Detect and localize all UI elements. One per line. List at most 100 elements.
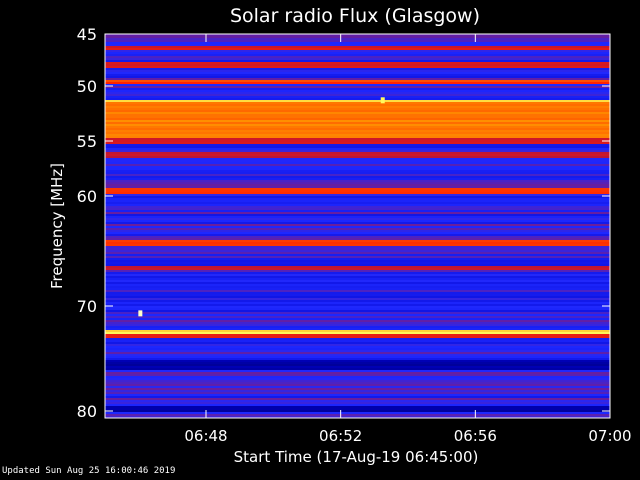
y-tick-label: 55 xyxy=(77,132,97,151)
spectrogram-row xyxy=(105,296,610,298)
spectrogram-row xyxy=(105,132,610,134)
spectrogram-row xyxy=(105,58,610,60)
spectrogram-row xyxy=(105,392,610,394)
spectrogram-row xyxy=(105,262,610,264)
y-tick-label: 70 xyxy=(77,297,97,316)
spectrogram-row xyxy=(105,338,610,340)
spectrogram-row xyxy=(105,322,610,324)
spectrogram-row xyxy=(105,406,610,408)
spectrogram-row xyxy=(105,120,610,122)
spectrogram-row xyxy=(105,258,610,260)
spectrogram-row xyxy=(105,180,610,182)
spectrogram-row xyxy=(105,40,610,42)
spectrogram-row xyxy=(105,288,610,290)
spectrogram-row xyxy=(105,102,610,104)
spectrogram-row xyxy=(105,72,610,74)
spectrogram-row xyxy=(105,194,610,196)
spectrogram-row xyxy=(105,240,610,242)
spectrogram-row xyxy=(105,90,610,92)
spectrogram-row xyxy=(105,50,610,52)
spectrogram-row xyxy=(105,160,610,162)
spectrogram-row xyxy=(105,142,610,144)
spectrogram-row xyxy=(105,324,610,326)
spectrogram-row xyxy=(105,124,610,126)
spectrogram-row xyxy=(105,158,610,160)
spectrogram-row xyxy=(105,74,610,76)
spectrogram-row xyxy=(105,360,610,362)
spectrogram-row xyxy=(105,222,610,224)
spectrogram-row xyxy=(105,60,610,62)
x-tick-label: 07:00 xyxy=(588,427,631,445)
spectrogram-row xyxy=(105,38,610,40)
spectrogram-row xyxy=(105,274,610,276)
spectrogram-row xyxy=(105,284,610,286)
spectrogram-row xyxy=(105,200,610,202)
spectrogram-row xyxy=(105,234,610,236)
spectrogram-row xyxy=(105,228,610,230)
spectrogram-row xyxy=(105,204,610,206)
spectrogram-row xyxy=(105,282,610,284)
spectrogram-row xyxy=(105,34,610,36)
spectrogram-row xyxy=(105,402,610,404)
spectrogram-row xyxy=(105,318,610,320)
chart-title: Solar radio Flux (Glasgow) xyxy=(230,5,480,27)
spectrogram-row xyxy=(105,44,610,46)
spectrogram-row xyxy=(105,184,610,186)
spectrogram-row xyxy=(105,232,610,234)
spectrogram-row xyxy=(105,334,610,336)
spectrogram-row xyxy=(105,54,610,56)
spectrogram-row xyxy=(105,332,610,334)
spectrogram-row xyxy=(105,328,610,330)
x-axis-label: Start Time (17-Aug-19 06:45:00) xyxy=(234,448,479,466)
spectrogram-row xyxy=(105,214,610,216)
spectrogram-row xyxy=(105,246,610,248)
spectrogram-row xyxy=(105,148,610,150)
burst-spot xyxy=(380,97,385,104)
spectrogram-row xyxy=(105,136,610,138)
spectrogram-row xyxy=(105,390,610,392)
spectrogram-row xyxy=(105,212,610,214)
spectrogram-row xyxy=(105,366,610,368)
spectrogram-row xyxy=(105,62,610,64)
spectrogram-row xyxy=(105,398,610,400)
spectrogram-row xyxy=(105,186,610,188)
spectrogram-row xyxy=(105,114,610,116)
spectrogram-row xyxy=(105,276,610,278)
y-tick-label: 45 xyxy=(77,25,97,44)
spectrogram-row xyxy=(105,356,610,358)
x-tick-label: 06:52 xyxy=(319,427,362,445)
spectrogram-row xyxy=(105,270,610,272)
spectrogram-row xyxy=(105,166,610,168)
spectrogram-row xyxy=(105,168,610,170)
spectrogram-row xyxy=(105,138,610,140)
y-tick-label: 80 xyxy=(77,402,97,421)
spectrogram-row xyxy=(105,66,610,68)
spectrogram-row xyxy=(105,224,610,226)
spectrogram-row xyxy=(105,170,610,172)
spectrogram-row xyxy=(105,182,610,184)
spectrogram-row xyxy=(105,252,610,254)
spectrogram-row xyxy=(105,140,610,142)
spectrogram-row xyxy=(105,298,610,300)
spectrogram-row xyxy=(105,36,610,38)
spectrogram-row xyxy=(105,230,610,232)
spectrogram-row xyxy=(105,82,610,84)
spectrogram-row xyxy=(105,314,610,316)
spectrogram-row xyxy=(105,340,610,342)
spectrogram-row xyxy=(105,254,610,256)
spectrogram-row xyxy=(105,144,610,146)
spectrogram-row xyxy=(105,112,610,114)
spectrogram-row xyxy=(105,128,610,130)
spectrogram-row xyxy=(105,198,610,200)
spectrogram-row xyxy=(105,256,610,258)
spectrogram-row xyxy=(105,220,610,222)
y-axis: 45 50 55 60 70 80 xyxy=(77,25,610,421)
spectrogram-row xyxy=(105,104,610,106)
y-tick-label: 50 xyxy=(77,77,97,96)
spectrogram-row xyxy=(105,300,610,302)
spectrogram-row xyxy=(105,280,610,282)
spectrogram-row xyxy=(105,88,610,90)
spectrogram-row xyxy=(105,64,610,66)
spectrogram-row xyxy=(105,96,610,98)
